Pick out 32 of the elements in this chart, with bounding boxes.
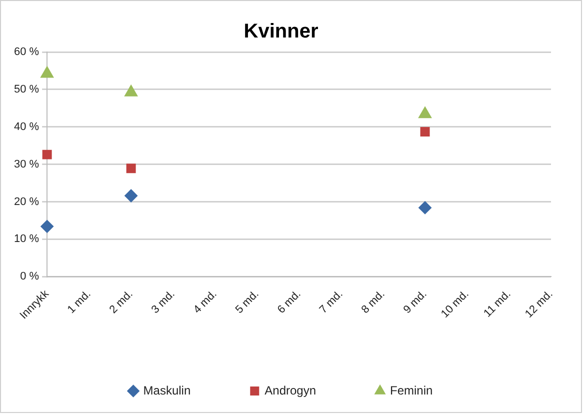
x-tick-label: 3 md. — [149, 288, 178, 316]
y-tick-label: 10 % — [14, 233, 40, 246]
point — [418, 201, 432, 214]
x-tick-label: 1 md. — [65, 288, 94, 316]
y-tick-label: 30 % — [14, 158, 40, 170]
point — [126, 164, 136, 174]
legend-label: Androgyn — [264, 383, 316, 398]
x-tick-label: 5 md. — [233, 288, 262, 316]
y-tick-label: 50 % — [14, 83, 40, 96]
x-tick-label: 11 md. — [482, 288, 514, 320]
point — [418, 106, 432, 118]
point — [124, 189, 138, 202]
x-tick-label: 8 md. — [359, 288, 388, 316]
x-tick-label: 12 md. — [522, 288, 556, 320]
y-tick-label: 20 % — [14, 196, 40, 208]
y-tick-label: 60 % — [14, 46, 40, 58]
point — [420, 126, 430, 136]
legend-label: Maskulin — [143, 383, 191, 398]
x-tick-label: 6 md. — [275, 288, 304, 316]
x-tick-label: 10 md. — [439, 288, 472, 320]
y-tick-label: 40 % — [14, 120, 40, 133]
y-tick-label: 0 % — [20, 270, 40, 283]
x-tick-label: 7 md. — [317, 288, 346, 316]
x-tick-label: 9 md. — [401, 288, 430, 316]
point — [124, 84, 138, 96]
point — [40, 66, 54, 78]
x-tick-label: 4 md. — [191, 288, 220, 316]
legend-label: Feminin — [390, 383, 433, 398]
point — [42, 150, 52, 160]
x-tick-label: 2 md. — [107, 288, 136, 316]
point — [40, 220, 54, 233]
chart-title: Kvinner — [244, 20, 318, 43]
